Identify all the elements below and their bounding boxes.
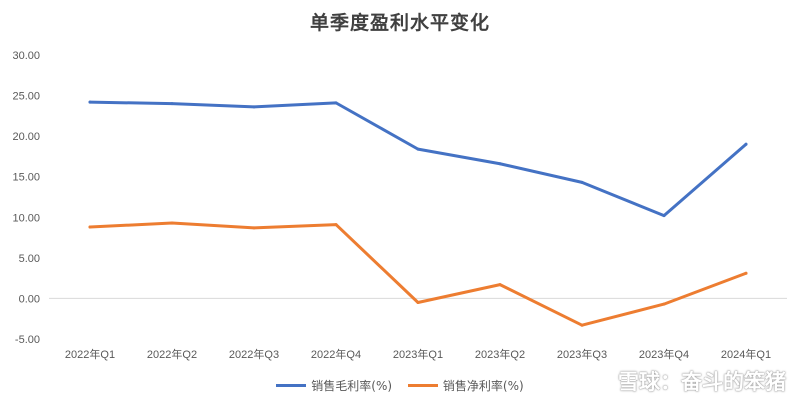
y-tick-label: -5.00 — [15, 334, 40, 346]
x-tick-label: 2024年Q1 — [721, 347, 771, 361]
series-line-0 — [88, 100, 748, 218]
data-point — [334, 101, 338, 105]
data-point — [88, 225, 92, 229]
data-point — [252, 226, 256, 230]
data-point — [252, 105, 256, 109]
watermark: 雪球：奋斗的笨猪 — [618, 370, 786, 394]
legend-item-gross-margin: 销售毛利率(%) — [276, 377, 392, 394]
legend-item-net-margin: 销售净利率(%) — [407, 377, 524, 394]
x-tick-label: 2022年Q1 — [65, 347, 115, 361]
y-tick-label: 15.00 — [12, 172, 40, 184]
x-tick-label: 2023年Q4 — [639, 347, 689, 361]
y-tick-label: 20.00 — [12, 131, 40, 143]
y-tick-label: 10.00 — [12, 212, 40, 224]
data-point — [580, 323, 584, 327]
x-tick-label: 2023年Q2 — [475, 347, 525, 361]
data-point — [744, 271, 748, 275]
x-tick-label: 2023年Q3 — [557, 347, 607, 361]
data-point — [498, 162, 502, 166]
series-line-1 — [88, 221, 748, 327]
x-tick-label: 2023年Q1 — [393, 347, 443, 361]
data-point — [334, 223, 338, 227]
legend-swatch — [276, 384, 307, 387]
data-point — [662, 302, 666, 306]
y-tick-label: 0.00 — [19, 293, 40, 305]
legend-swatch — [407, 384, 438, 387]
chart-title: 单季度盈利水平变化 — [309, 12, 490, 34]
y-tick-label: 5.00 — [19, 253, 40, 265]
data-point — [416, 300, 420, 304]
x-tick-label: 2022年Q4 — [311, 347, 361, 361]
y-tick-label: 30.00 — [12, 50, 40, 62]
x-tick-label: 2022年Q3 — [229, 347, 279, 361]
legend: 销售毛利率(%) 销售净利率(%) — [0, 376, 800, 394]
data-point — [170, 221, 174, 225]
data-point — [416, 147, 420, 151]
data-point — [662, 214, 666, 218]
x-tick-label: 2022年Q2 — [147, 347, 197, 361]
data-point — [498, 283, 502, 287]
y-tick-label: 25.00 — [12, 91, 40, 103]
data-point — [744, 142, 748, 146]
data-point — [170, 102, 174, 106]
data-point — [88, 100, 92, 104]
data-point — [580, 180, 584, 184]
